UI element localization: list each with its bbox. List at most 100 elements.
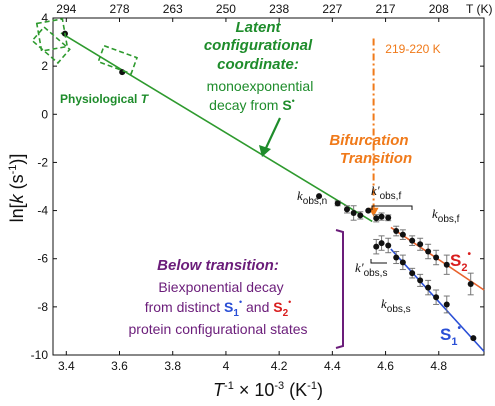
x-axis-label-end: ) xyxy=(317,380,323,400)
data-point xyxy=(316,193,323,200)
physiological-t-label: Physiological T xyxy=(60,92,150,106)
s1-state-s: S xyxy=(440,325,451,344)
latent-arrow xyxy=(259,117,281,157)
data-point xyxy=(393,228,400,235)
axis-ticks: 3.4 3.6 3.8 4 4.2 4.4 4.6 4.8 294 278 263 250 238 227… xyxy=(31,2,484,373)
y-axis-label: ln[k (s-1)] xyxy=(7,154,27,223)
below-text-line2: from distinct S1• and S2• xyxy=(145,297,292,319)
below-text-s2-sub: 2 xyxy=(283,308,289,319)
y-axis-label-k: k xyxy=(7,193,27,203)
physiological-label-t: T xyxy=(141,92,150,106)
data-point xyxy=(357,212,364,219)
top-tick-label: 238 xyxy=(269,2,289,16)
data-point xyxy=(409,270,416,277)
s2-state-s: S xyxy=(450,251,461,270)
y-tick-label: -2 xyxy=(37,155,48,169)
data-point xyxy=(399,231,406,238)
kprime-obs-s-k: k xyxy=(355,260,361,275)
below-text-from: from distinct xyxy=(145,299,224,315)
below-text-line1: Biexponential decay xyxy=(158,279,283,295)
top-tick-label: 227 xyxy=(322,2,342,16)
y-axis-label-main: ln[ xyxy=(7,203,27,222)
data-point xyxy=(334,200,341,207)
data-point xyxy=(409,237,416,244)
data-point xyxy=(467,280,474,287)
bifurcation-title-line1: Bifurcation xyxy=(329,132,408,149)
data-point xyxy=(385,242,392,249)
y-axis-label-end: )] xyxy=(7,154,27,165)
data-point xyxy=(378,240,385,247)
top-tick-label: 217 xyxy=(376,2,396,16)
x-axis-label-sup: -1 xyxy=(224,380,234,392)
physiological-boxes xyxy=(31,18,139,75)
x-axis-label-unit: (K xyxy=(284,380,307,400)
x-axis-label-main: T xyxy=(213,380,226,400)
y-tick-label: 0 xyxy=(41,107,48,121)
x-axis-label-sup2: -3 xyxy=(274,380,284,392)
x-tick-label: 4.2 xyxy=(271,359,288,373)
data-point xyxy=(385,214,392,221)
data-point xyxy=(417,277,424,284)
kobs-f-label: kobs,f xyxy=(432,206,460,225)
top-tick-label: 278 xyxy=(109,2,129,16)
x-tick-label: 4 xyxy=(223,359,230,373)
x-axis-label: T-1 × 10-3 (K-1) xyxy=(213,380,323,400)
below-text-s1-dot: • xyxy=(239,297,242,307)
kprime-obs-f-prime: ' xyxy=(377,183,380,198)
data-point xyxy=(425,248,432,255)
s2-state-label: S2• xyxy=(450,249,471,274)
kprime-obs-f-label: k'obs,f xyxy=(371,183,401,202)
kprime-obs-f-k: k xyxy=(371,183,377,198)
y-tick-label: -10 xyxy=(31,348,49,362)
kobs-s-k: k xyxy=(381,296,387,311)
latent-text-s-dot: • xyxy=(292,96,295,106)
top-tick-label: 263 xyxy=(163,2,183,16)
kobs-s-sub: obs,s xyxy=(387,304,411,315)
below-text-s1: S xyxy=(224,299,233,315)
kobs-n-label: kobs,n xyxy=(297,188,327,207)
s2-state-dot: • xyxy=(467,249,471,260)
kprime-obs-f-brace xyxy=(371,205,413,210)
transition-temperature-label: 219-220 K xyxy=(385,42,440,56)
physio-box-278 xyxy=(97,44,139,75)
x-tick-label: 3.4 xyxy=(58,359,75,373)
x-axis-label-unit-sup: -1 xyxy=(307,380,317,392)
below-text-s2: S xyxy=(273,299,282,315)
physio-box-outer xyxy=(31,25,71,65)
below-text-s2-dot: • xyxy=(288,297,291,307)
fit-line xyxy=(390,248,485,352)
y-axis-label-unit-sup: -1 xyxy=(7,165,19,175)
data-point xyxy=(343,206,350,213)
y-tick-label: -4 xyxy=(37,204,48,218)
physio-box-294 xyxy=(35,18,69,52)
kobs-n-k: k xyxy=(297,188,303,203)
kobs-s-label: kobs,s xyxy=(381,296,411,315)
x-tick-label: 4.8 xyxy=(430,359,447,373)
data-point xyxy=(365,207,372,214)
latent-text-line1: monoexponential xyxy=(207,78,314,94)
latent-text-s: S xyxy=(282,97,291,113)
x-tick-label: 4.6 xyxy=(377,359,394,373)
s1-state-sub: 1 xyxy=(451,336,457,348)
y-axis-label-unit: (s xyxy=(7,174,27,194)
data-point xyxy=(470,335,477,342)
kprime-obs-f-sub: obs,f xyxy=(380,191,402,202)
data-point xyxy=(417,241,424,248)
y-tick-label: 4 xyxy=(41,11,48,25)
data-point xyxy=(425,284,432,291)
latent-title-line1: Latent xyxy=(236,19,282,36)
data-point xyxy=(119,69,126,76)
kprime-obs-s-label: k'obs,s xyxy=(355,260,387,279)
below-transition-title: Below transition: xyxy=(157,257,279,274)
physiological-label-text: Physiological xyxy=(60,92,141,106)
s2-state-sub: 2 xyxy=(461,262,467,274)
x-tick-label: 4.4 xyxy=(324,359,341,373)
top-tick-label: 250 xyxy=(216,2,236,16)
kprime-obs-s-brace xyxy=(370,259,387,264)
below-text-and: and xyxy=(242,299,273,315)
kprime-obs-s-prime: ' xyxy=(361,260,364,275)
data-point xyxy=(433,254,440,261)
latent-text-line2: decay from S• xyxy=(209,96,295,113)
y-tick-label: 2 xyxy=(41,59,48,73)
